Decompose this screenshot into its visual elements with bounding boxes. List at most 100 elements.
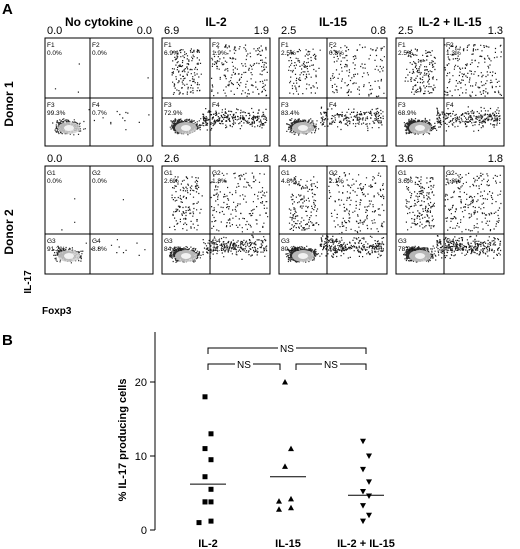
- bracket-label-bg: [235, 358, 253, 370]
- data-point-triangle-up: [288, 445, 294, 452]
- bracket-1: NS: [207, 342, 367, 355]
- gate-label-f2: F2: [212, 42, 220, 49]
- density-peak: [415, 125, 425, 131]
- data-point-triangle-up: [288, 504, 294, 511]
- gate-label-f4: F4: [329, 102, 337, 109]
- gate-percent-f1: 2.5%: [281, 50, 296, 57]
- gate-percent-g4: 13.0%: [329, 246, 348, 253]
- gate-label-g2: G2: [329, 170, 338, 177]
- events-sparse: [404, 44, 502, 132]
- top-left-percent: 0.0: [47, 25, 62, 37]
- gate-label-g1: G1: [47, 170, 56, 177]
- gate-label-f3: F3: [164, 102, 172, 109]
- x-category-label-1: IL-2: [198, 538, 218, 549]
- panel-a-letter: A: [2, 1, 13, 18]
- gate-label-f2: F2: [329, 42, 337, 49]
- data-point-square: [208, 457, 214, 463]
- top-left-percent: 3.6: [398, 153, 413, 165]
- top-right-percent: 2.1: [371, 153, 386, 165]
- gate-label-g3: G3: [281, 238, 290, 245]
- x-category-label-2: IL-15: [275, 538, 301, 549]
- gate-percent-g3: 78.9%: [398, 246, 417, 253]
- density-peak: [298, 125, 308, 131]
- top-right-percent: 1.8: [254, 153, 269, 165]
- density-peak: [64, 125, 74, 131]
- gate-label-f1: F1: [398, 42, 406, 49]
- data-point-triangle-up: [282, 463, 288, 469]
- gate-label-g4: G4: [212, 238, 221, 245]
- density-peak: [181, 253, 191, 259]
- density-peak: [181, 125, 191, 131]
- density-peak: [64, 253, 74, 259]
- condition-header-4: IL-2 + IL-15: [418, 15, 481, 29]
- gate-percent-g1: 0.0%: [47, 178, 62, 185]
- top-left-percent: 2.6: [164, 153, 179, 165]
- bracket-label-bg: [278, 342, 296, 354]
- data-point-triangle-down: [366, 493, 372, 499]
- data-point-square: [208, 518, 214, 524]
- bracket-label: NS: [324, 360, 338, 371]
- data-point-square: [202, 446, 208, 452]
- bracket-label: NS: [237, 360, 251, 371]
- condition-header-3: IL-15: [319, 15, 347, 29]
- data-point-square: [202, 499, 208, 505]
- data-point-square: [196, 520, 202, 526]
- bracket-label: NS: [280, 344, 294, 355]
- top-right-percent: 1.9: [254, 25, 269, 37]
- gate-label-g4: G4: [329, 238, 338, 245]
- data-point-triangle-down: [366, 479, 372, 485]
- gate-label-f4: F4: [92, 102, 100, 109]
- gate-percent-g3: 84.1%: [164, 246, 183, 253]
- gate-label-f1: F1: [47, 42, 55, 49]
- gate-label-f1: F1: [164, 42, 172, 49]
- gate-label-g1: G1: [281, 170, 290, 177]
- data-point-square: [208, 431, 214, 437]
- y-tick-label-0: 0: [141, 525, 147, 537]
- gate-label-g3: G3: [164, 238, 173, 245]
- x-category-label-3: IL-2 + IL-15: [337, 538, 395, 549]
- data-point-triangle-down: [360, 503, 366, 509]
- gate-label-f3: F3: [281, 102, 289, 109]
- gate-percent-f1: 0.0%: [47, 50, 62, 57]
- top-right-percent: 1.8: [488, 153, 503, 165]
- gate-label-f4: F4: [446, 102, 454, 109]
- gate-label-g2: G2: [446, 170, 455, 177]
- gate-label-f2: F2: [92, 42, 100, 49]
- gate-label-g3: G3: [47, 238, 56, 245]
- gate-percent-f2: 0.0%: [92, 50, 107, 57]
- gate-percent-g1: 3.6%: [398, 178, 413, 185]
- top-left-percent: 2.5: [281, 25, 296, 37]
- top-left-percent: 6.9: [164, 25, 179, 37]
- gate-percent-g1: 2.6%: [164, 178, 179, 185]
- x-axis-label-foxp3: Foxp3: [42, 306, 72, 317]
- bracket-label-bg: [322, 358, 340, 370]
- gate-percent-f1: 6.9%: [164, 50, 179, 57]
- gate-percent-g2: 1.8%: [212, 178, 227, 185]
- median-lines: [190, 476, 384, 496]
- data-point-triangle-down: [360, 489, 366, 495]
- gate-percent-g4: 8.8%: [92, 246, 107, 253]
- y-tick-label-10: 10: [135, 451, 147, 463]
- events-sparse: [171, 44, 268, 131]
- top-right-percent: 0.8: [371, 25, 386, 37]
- gate-label-g3: G3: [398, 238, 407, 245]
- gate-label-g4: G4: [446, 238, 455, 245]
- gate-percent-f2: 0.8%: [329, 50, 344, 57]
- gate-label-f2: F2: [446, 42, 454, 49]
- gate-percent-f3: 72.9%: [164, 110, 183, 117]
- y-tick-label-20: 20: [135, 377, 147, 389]
- gate-label-g2: G2: [92, 170, 101, 177]
- gate-percent-f3: 83.4%: [281, 110, 300, 117]
- data-point-square: [208, 486, 214, 492]
- gate-percent-f2: 1.3%: [446, 50, 461, 57]
- gate-percent-f1: 2.5%: [398, 50, 413, 57]
